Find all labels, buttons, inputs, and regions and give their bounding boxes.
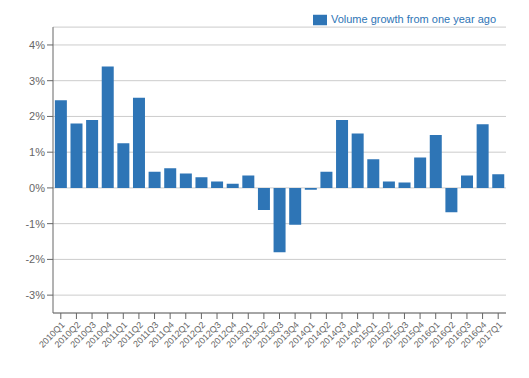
svg-text:2015Q3: 2015Q3 — [380, 319, 411, 350]
svg-text:-1%: -1% — [25, 218, 45, 230]
svg-text:1%: 1% — [29, 146, 45, 158]
svg-text:2013Q3: 2013Q3 — [255, 319, 286, 350]
svg-text:2015Q4: 2015Q4 — [396, 319, 426, 350]
svg-text:2010Q2: 2010Q2 — [52, 319, 83, 350]
svg-text:2013Q2: 2013Q2 — [240, 319, 270, 350]
svg-text:2017Q1: 2017Q1 — [474, 320, 504, 350]
svg-text:2010Q3: 2010Q3 — [68, 319, 98, 350]
svg-text:2010Q4: 2010Q4 — [83, 319, 114, 350]
svg-text:2011Q3: 2011Q3 — [131, 319, 161, 350]
svg-text:2014Q2: 2014Q2 — [302, 319, 333, 350]
svg-text:2011Q2: 2011Q2 — [115, 319, 145, 350]
svg-text:2015Q2: 2015Q2 — [365, 319, 395, 350]
html-text:Volume growth from one year ag: Volume growth from one year ago — [330, 13, 496, 25]
svg-text:2012Q2: 2012Q2 — [177, 319, 208, 350]
svg-text:2016Q4: 2016Q4 — [458, 319, 489, 350]
svg-text:2012Q1: 2012Q1 — [162, 319, 192, 350]
svg-text:2016Q3: 2016Q3 — [443, 319, 473, 350]
svg-text:2014Q1: 2014Q1 — [287, 319, 317, 350]
svg-text:2014Q3: 2014Q3 — [318, 319, 348, 350]
svg-text:2011Q4: 2011Q4 — [146, 319, 177, 350]
svg-text:0%: 0% — [29, 182, 45, 194]
svg-text:2013Q4: 2013Q4 — [271, 319, 302, 350]
svg-text:2012Q3: 2012Q3 — [193, 319, 223, 350]
svg-text:-2%: -2% — [25, 253, 45, 265]
svg-text:4%: 4% — [29, 39, 45, 51]
svg-text:2012Q4: 2012Q4 — [208, 319, 239, 350]
svg-text:2013Q1: 2013Q1 — [224, 319, 255, 350]
svg-text:2010Q1: 2010Q1 — [37, 319, 67, 350]
svg-text:2015Q1: 2015Q1 — [349, 319, 380, 350]
svg-text:2011Q1: 2011Q1 — [100, 319, 130, 350]
svg-text:-3%: -3% — [25, 289, 45, 301]
svg-text:2016Q1: 2016Q1 — [411, 319, 442, 350]
svg-text:2016Q2: 2016Q2 — [427, 319, 458, 350]
svg-text:3%: 3% — [29, 75, 45, 87]
svg-text:2%: 2% — [29, 110, 45, 122]
svg-text:2014Q4: 2014Q4 — [333, 319, 364, 350]
